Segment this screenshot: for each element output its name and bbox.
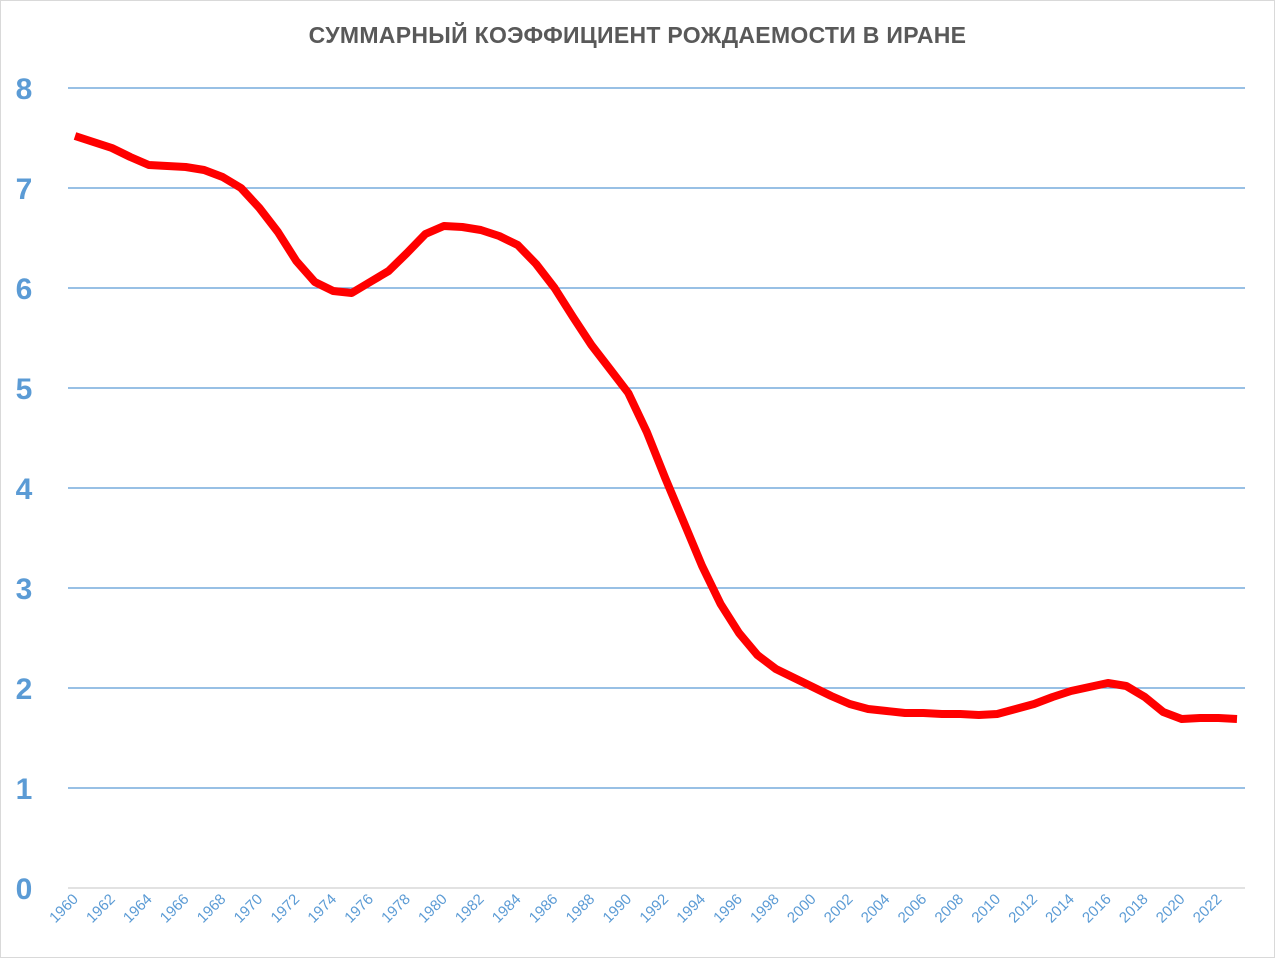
x-tick-label: 1982 <box>452 891 488 927</box>
x-tick-label: 1996 <box>710 891 746 927</box>
x-tick-label: 1994 <box>673 891 709 927</box>
x-tick-label: 1992 <box>636 891 672 927</box>
y-axis-ticks: 0 1 2 3 4 5 6 7 8 <box>16 73 33 906</box>
x-tick-label: 2012 <box>1005 891 1041 927</box>
x-tick-label: 2016 <box>1079 891 1115 927</box>
y-tick-label: 1 <box>16 773 33 806</box>
x-tick-label: 1986 <box>526 891 562 927</box>
x-tick-label: 1998 <box>747 891 783 927</box>
y-tick-label: 0 <box>16 873 33 906</box>
x-tick-label: 1960 <box>46 891 82 927</box>
x-tick-label: 2000 <box>784 891 820 927</box>
x-tick-label: 2014 <box>1042 891 1078 927</box>
y-tick-label: 7 <box>16 173 33 206</box>
y-tick-label: 3 <box>16 573 33 606</box>
y-tick-label: 8 <box>16 73 33 106</box>
chart-title: СУММАРНЫЙ КОЭФФИЦИЕНТ РОЖДАЕМОСТИ В ИРАН… <box>308 22 967 48</box>
x-tick-label: 1984 <box>489 891 525 927</box>
x-tick-label: 2008 <box>932 891 968 927</box>
x-tick-label: 2022 <box>1190 891 1226 927</box>
x-tick-label: 2002 <box>821 891 857 927</box>
series-line-0 <box>73 132 1238 723</box>
x-tick-label: 1970 <box>231 891 267 927</box>
x-axis-ticks: 1960 1962 1964 1966 1968 1970 1972 1974 1976 1978… <box>46 891 1225 927</box>
x-tick-label: 1964 <box>120 891 156 927</box>
x-tick-label: 2020 <box>1153 891 1189 927</box>
x-tick-label: 1962 <box>83 891 119 927</box>
x-tick-label: 1978 <box>378 891 414 927</box>
x-tick-label: 1968 <box>194 891 230 927</box>
y-tick-label: 5 <box>16 373 33 406</box>
y-tick-label: 6 <box>16 273 33 306</box>
x-tick-label: 1990 <box>600 891 636 927</box>
x-tick-label: 2006 <box>895 891 931 927</box>
x-tick-label: 1976 <box>341 891 377 927</box>
series-layer <box>73 132 1238 723</box>
x-tick-label: 2010 <box>968 891 1004 927</box>
x-tick-label: 1974 <box>304 891 340 927</box>
x-tick-label: 2004 <box>858 891 894 927</box>
y-tick-label: 4 <box>16 473 33 506</box>
x-tick-label: 1980 <box>415 891 451 927</box>
y-tick-label: 2 <box>16 673 33 706</box>
x-tick-label: 1988 <box>563 891 599 927</box>
gridlines <box>68 87 1245 889</box>
x-tick-label: 1972 <box>268 891 304 927</box>
x-tick-label: 2018 <box>1116 891 1152 927</box>
x-tick-label: 1966 <box>157 891 193 927</box>
